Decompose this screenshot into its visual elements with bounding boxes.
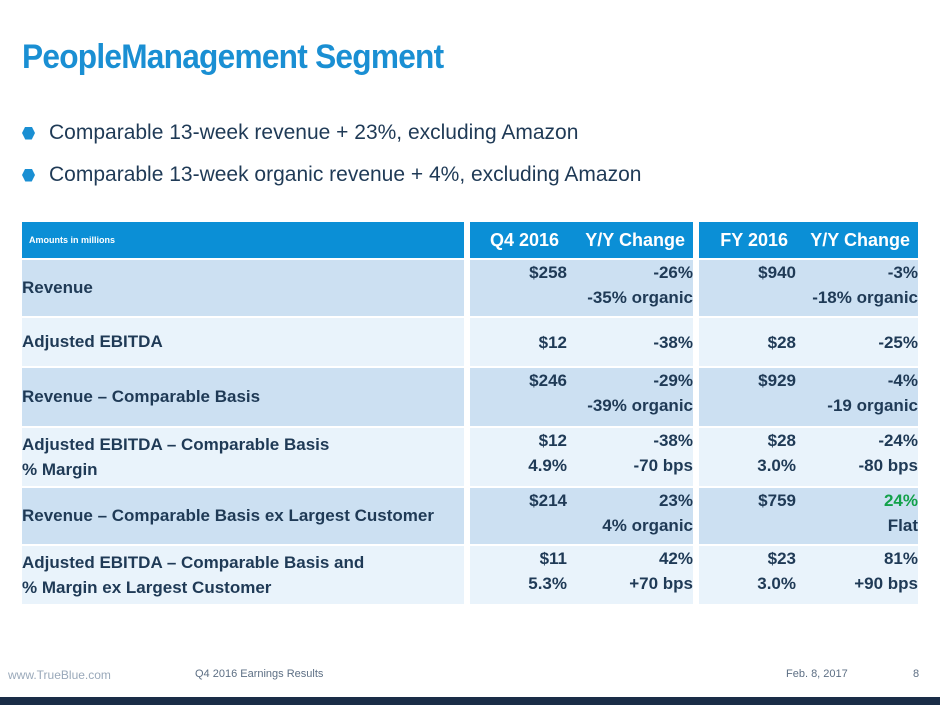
- fy-change: -25%: [796, 318, 918, 366]
- row-label: Revenue – Comparable Basis: [22, 368, 464, 426]
- fy-change: 24% Flat: [796, 488, 918, 544]
- table-header-row: Amounts in millions Q4 2016 Y/Y Change F…: [22, 222, 918, 258]
- q4-change: -26% -35% organic: [567, 260, 693, 316]
- hexagon-bullet-icon: [22, 168, 35, 182]
- footer-title: Q4 2016 Earnings Results: [195, 668, 324, 680]
- hexagon-bullet-icon: [22, 126, 35, 140]
- fy-value: $28 3.0%: [699, 428, 796, 486]
- q4-change: 23% 4% organic: [567, 488, 693, 544]
- row-label: Revenue – Comparable Basis ex Largest Cu…: [22, 488, 464, 544]
- q4-change: -29% -39% organic: [567, 368, 693, 426]
- page-title: PeopleManagement Segment: [22, 38, 444, 76]
- table-row: Revenue $258 -26% -35% organic $940 -3% -1…: [22, 260, 918, 316]
- bullet-list: Comparable 13-week revenue + 23%, exclud…: [22, 112, 641, 196]
- bullet-item: Comparable 13-week revenue + 23%, exclud…: [22, 112, 641, 154]
- q4-value: $12: [470, 318, 567, 366]
- q4-value: $246: [470, 368, 567, 426]
- q4-value: $214: [470, 488, 567, 544]
- fy-value: $940: [699, 260, 796, 316]
- fy-change: -3% -18% organic: [796, 260, 918, 316]
- table-row: Adjusted EBITDA $12 -38% $28 -25%: [22, 318, 918, 366]
- q4-change: -38%: [567, 318, 693, 366]
- footer-url[interactable]: www.TrueBlue.com: [8, 668, 111, 682]
- header-fy: FY 2016: [720, 229, 788, 250]
- fy-change: -24% -80 bps: [796, 428, 918, 486]
- financials-table: Amounts in millions Q4 2016 Y/Y Change F…: [22, 222, 918, 604]
- amounts-note: Amounts in millions: [29, 235, 116, 245]
- fy-value: $759: [699, 488, 796, 544]
- row-label: Adjusted EBITDA: [22, 318, 464, 366]
- q4-change: -38% -70 bps: [567, 428, 693, 486]
- row-label: Revenue: [22, 260, 464, 316]
- q4-value: $258: [470, 260, 567, 316]
- q4-value: $12 4.9%: [470, 428, 567, 486]
- fy-change: 81% +90 bps: [796, 546, 918, 604]
- header-fy-change: Y/Y Change: [810, 229, 910, 250]
- header-q4: Q4 2016: [489, 229, 559, 250]
- fy-change: -4% -19 organic: [796, 368, 918, 426]
- bullet-text: Comparable 13-week organic revenue + 4%,…: [49, 163, 642, 186]
- row-label: Adjusted EBITDA – Comparable Basis and% …: [22, 546, 464, 604]
- row-label: Adjusted EBITDA – Comparable Basis% Marg…: [22, 428, 464, 486]
- footer-date: Feb. 8, 2017: [786, 668, 848, 680]
- fy-value: $929: [699, 368, 796, 426]
- header-q4-change: Y/Y Change: [585, 229, 685, 250]
- footer-bar: [0, 697, 940, 705]
- fy-value: $23 3.0%: [699, 546, 796, 604]
- bullet-item: Comparable 13-week organic revenue + 4%,…: [22, 154, 641, 196]
- table-row: Revenue – Comparable Basis ex Largest Cu…: [22, 488, 918, 544]
- q4-change: 42% +70 bps: [567, 546, 693, 604]
- table-row: Adjusted EBITDA – Comparable Basis% Marg…: [22, 428, 918, 486]
- table-row: Adjusted EBITDA – Comparable Basis and% …: [22, 546, 918, 604]
- page-number: 8: [913, 668, 920, 680]
- q4-value: $11 5.3%: [470, 546, 567, 604]
- table-row: Revenue – Comparable Basis $246 -29% -39%…: [22, 368, 918, 426]
- bullet-text: Comparable 13-week revenue + 23%, exclud…: [49, 121, 579, 144]
- fy-value: $28: [699, 318, 796, 366]
